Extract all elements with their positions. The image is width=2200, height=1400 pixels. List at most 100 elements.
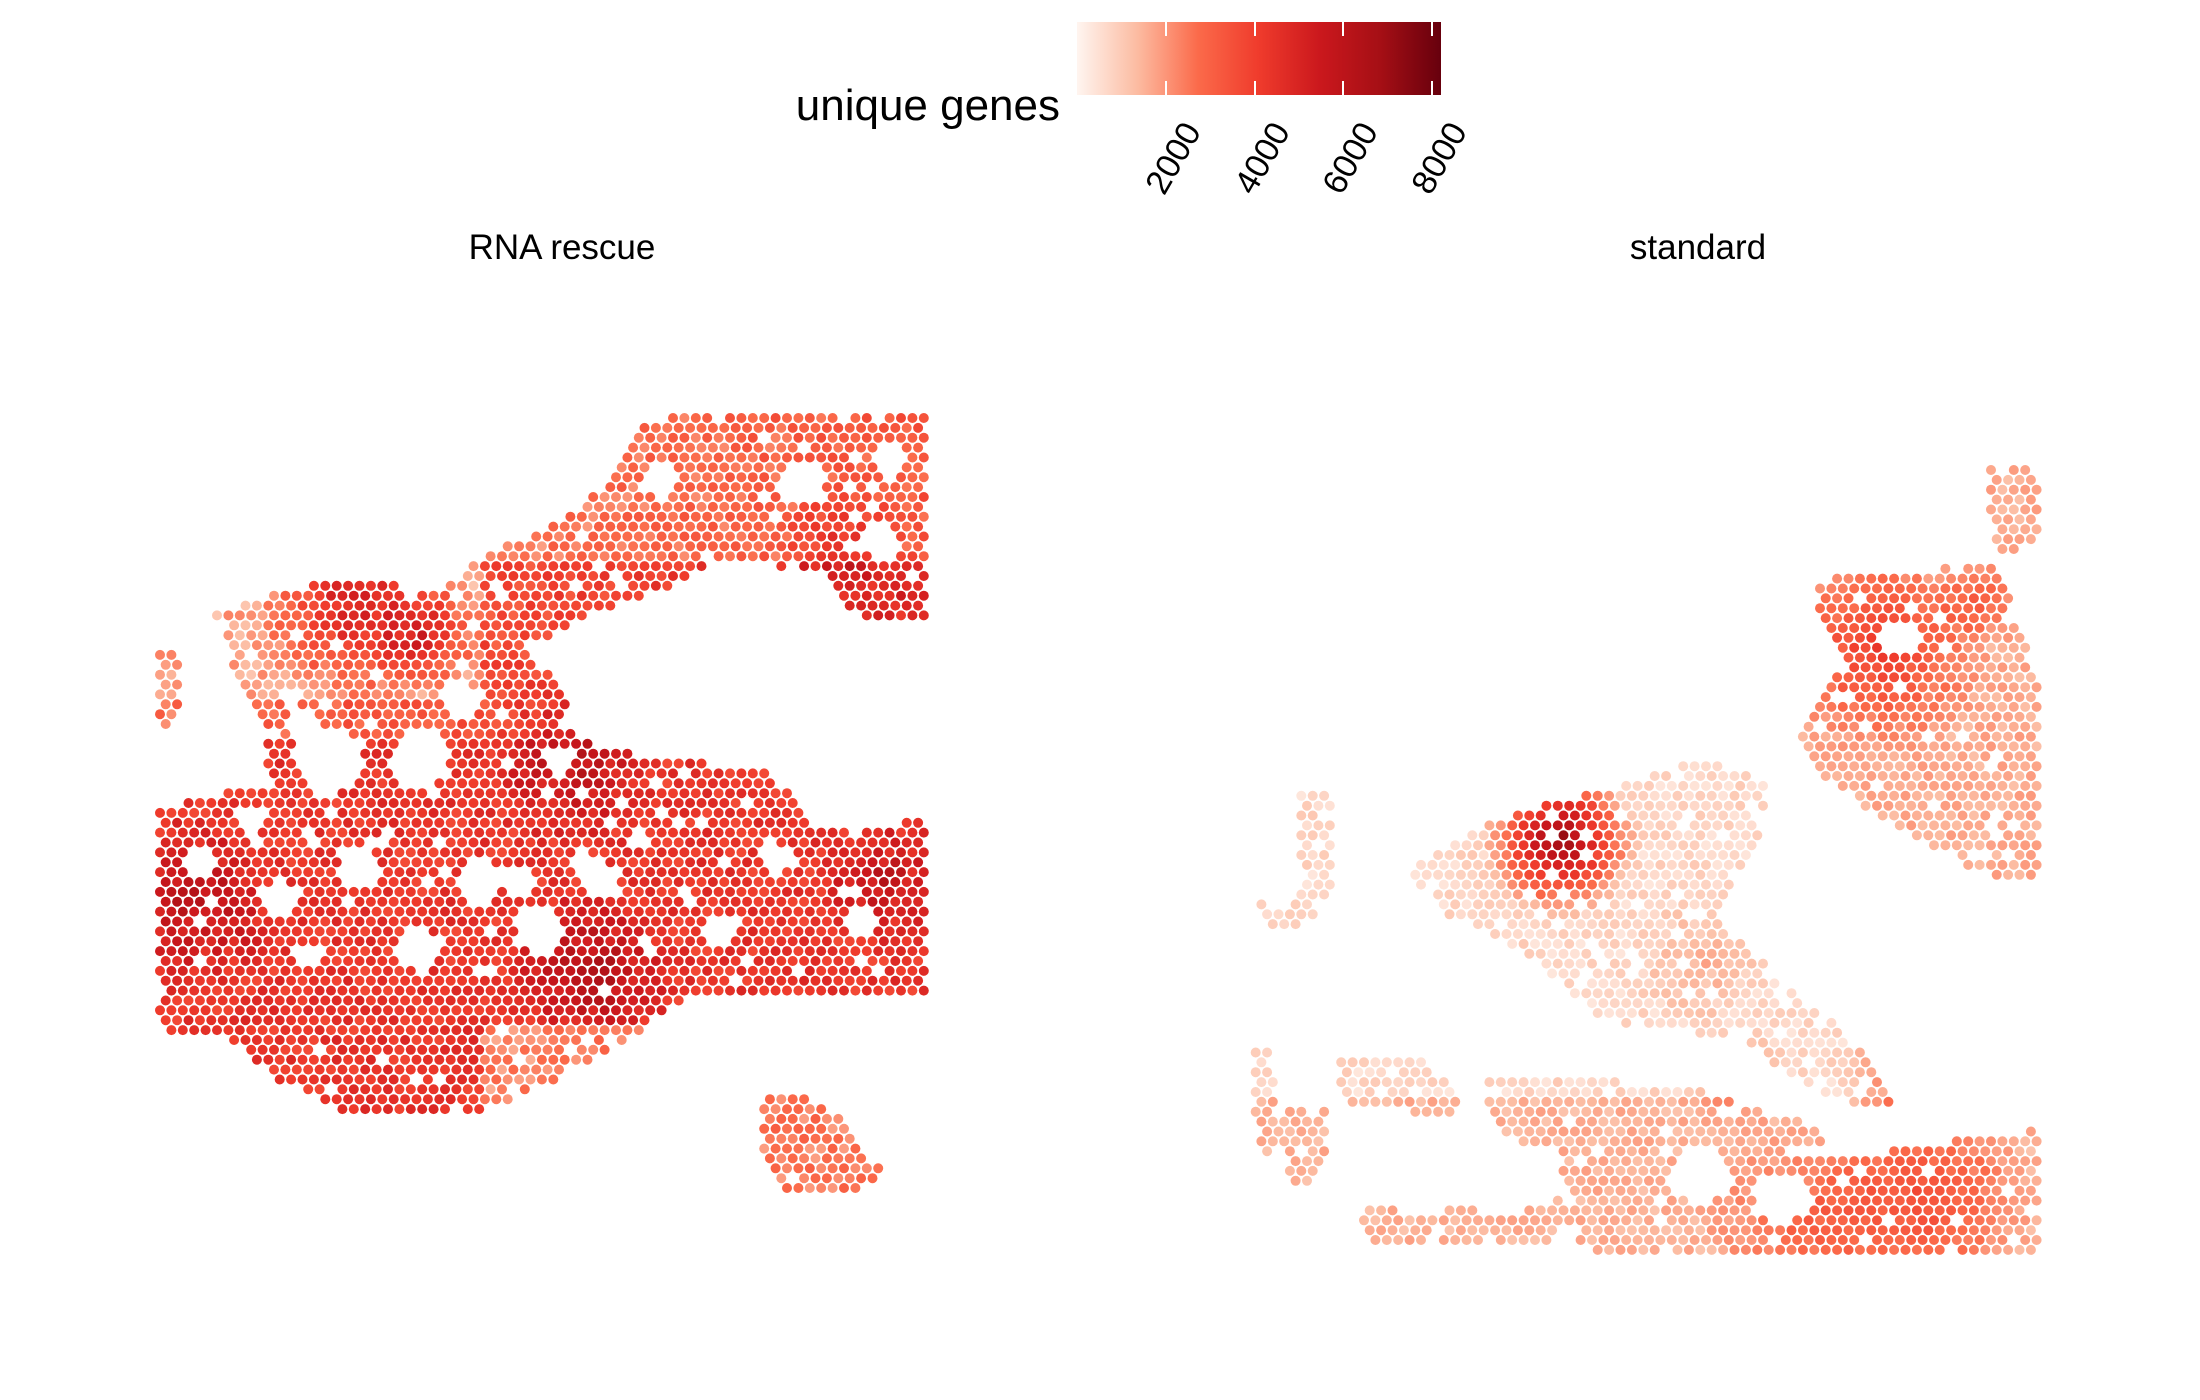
- spot-standard-409: [2014, 771, 2025, 781]
- spot-rna-rescue-748: [383, 669, 393, 680]
- spot-standard-107: [1866, 613, 1877, 624]
- spot-standard-1772: [1792, 1235, 1803, 1245]
- spot-standard-1582: [2020, 1195, 2031, 1206]
- spot-rna-rescue-288: [913, 521, 924, 532]
- spot-rna-rescue-526: [331, 600, 342, 611]
- spot-standard-992: [1644, 978, 1654, 989]
- spot-standard-869: [1672, 909, 1683, 920]
- spot-standard-1718: [1786, 1225, 1797, 1236]
- spot-standard-1395: [1775, 1146, 1786, 1157]
- spot-standard-958: [1621, 958, 1632, 969]
- spot-standard-1058: [1809, 1008, 1820, 1018]
- spot-rna-rescue-77: [707, 442, 718, 453]
- spot-rna-rescue-79: [730, 442, 741, 453]
- spot-rna-rescue-801: [360, 689, 371, 700]
- spot-rna-rescue-370: [690, 551, 701, 562]
- spot-rna-rescue-408: [776, 561, 787, 572]
- spot-rna-rescue-308: [759, 531, 770, 542]
- spot-standard-1177: [1433, 1087, 1444, 1097]
- spot-standard-1098: [1775, 1047, 1786, 1058]
- spot-rna-rescue-692: [371, 649, 382, 660]
- spot-rna-rescue-195: [884, 492, 895, 502]
- spot-standard-825: [1461, 899, 1472, 910]
- spot-standard-1068: [1735, 1017, 1746, 1028]
- spot-rna-rescue-496: [474, 590, 485, 601]
- spot-rna-rescue-121: [696, 462, 707, 473]
- spot-rna-rescue-110: [816, 452, 827, 463]
- spot-rna-rescue-140: [690, 472, 701, 483]
- spot-standard-1557: [1644, 1195, 1654, 1206]
- spot-rna-rescue-462: [536, 580, 547, 591]
- spot-standard-170: [1980, 652, 1991, 663]
- spot-rna-rescue-599: [251, 620, 262, 631]
- spot-rna-rescue-26: [707, 422, 718, 433]
- spot-standard-167: [1946, 652, 1957, 663]
- spot-standard-364: [1712, 761, 1723, 772]
- spot-standard-150: [1929, 642, 1939, 653]
- spot-standard-495: [1723, 800, 1734, 811]
- spot-standard-1825: [1991, 1244, 2002, 1255]
- spot-standard-1089: [1780, 1037, 1791, 1048]
- spot-standard-1663: [1758, 1215, 1768, 1226]
- spot-standard-719: [1689, 859, 1700, 870]
- spot-standard-700: [1473, 859, 1483, 870]
- spot-standard-814: [1649, 889, 1660, 900]
- spot-standard-557: [1575, 820, 1586, 831]
- spot-standard-859: [1558, 909, 1569, 920]
- spot-rna-rescue-818: [263, 699, 274, 710]
- spot-standard-642: [1689, 840, 1700, 851]
- spot-standard-1621: [1934, 1205, 1945, 1216]
- spot-standard-986: [1564, 978, 1575, 989]
- spot-standard-1694: [1490, 1225, 1501, 1236]
- spot-rna-rescue-503: [565, 590, 576, 601]
- spot-standard-1125: [1341, 1067, 1352, 1078]
- spot-standard-292: [1929, 721, 1939, 732]
- spot-standard-687: [1740, 850, 1751, 860]
- spot-rna-rescue-94: [633, 452, 644, 463]
- spot-rna-rescue-98: [679, 452, 690, 463]
- spot-standard-1018: [1752, 988, 1763, 999]
- spot-standard-886: [1632, 919, 1643, 930]
- spot-rna-rescue-116: [616, 462, 627, 473]
- spot-rna-rescue-675: [479, 640, 490, 651]
- spot-standard-1497: [1655, 1175, 1666, 1186]
- spot-rna-rescue-145: [747, 472, 758, 483]
- spot-standard-1564: [1815, 1195, 1825, 1206]
- spot-standard-227: [1854, 692, 1865, 703]
- spot-standard-134: [1854, 632, 1865, 643]
- spot-standard-188: [2008, 662, 2019, 673]
- spot-standard-615: [1980, 830, 1991, 841]
- spot-standard-295: [1963, 721, 1974, 732]
- spot-rna-rescue-17: [896, 413, 906, 423]
- spot-standard-863: [1604, 909, 1615, 920]
- spot-rna-rescue-826: [377, 699, 388, 710]
- spot-rna-rescue-32: [776, 422, 787, 433]
- spot-standard-10: [2020, 484, 2031, 495]
- spot-rna-rescue-745: [337, 669, 348, 680]
- spot-standard-1626: [1991, 1205, 2002, 1216]
- spot-standard-74: [1866, 593, 1877, 604]
- spot-rna-rescue-73: [662, 442, 673, 453]
- spot-standard-1276: [1495, 1116, 1506, 1127]
- spot-rna-rescue-594: [896, 610, 906, 621]
- spot-standard-1398: [1911, 1146, 1922, 1157]
- spot-rna-rescue-180: [645, 492, 656, 502]
- spot-rna-rescue-585: [519, 610, 530, 621]
- spot-rna-rescue-727: [445, 659, 456, 670]
- spot-rna-rescue-708: [229, 659, 240, 670]
- spot-standard-149: [1917, 642, 1928, 653]
- spot-standard-534: [1889, 810, 1900, 821]
- spot-rna-rescue-85: [810, 442, 821, 453]
- spot-rna-rescue-336: [685, 541, 696, 552]
- spot-standard-1006: [1592, 988, 1603, 999]
- spot-rna-rescue-400: [616, 561, 627, 572]
- spot-standard-497: [1758, 800, 1768, 811]
- spot-standard-717: [1666, 859, 1677, 870]
- spot-standard-787: [1655, 879, 1666, 890]
- spot-standard-1107: [1336, 1057, 1347, 1068]
- spot-rna-rescue-134: [901, 462, 912, 473]
- spot-standard-1149: [1416, 1077, 1426, 1088]
- spot-standard-1097: [1763, 1047, 1774, 1058]
- spot-standard-855: [1501, 909, 1512, 920]
- spot-standard-1120: [1837, 1057, 1848, 1068]
